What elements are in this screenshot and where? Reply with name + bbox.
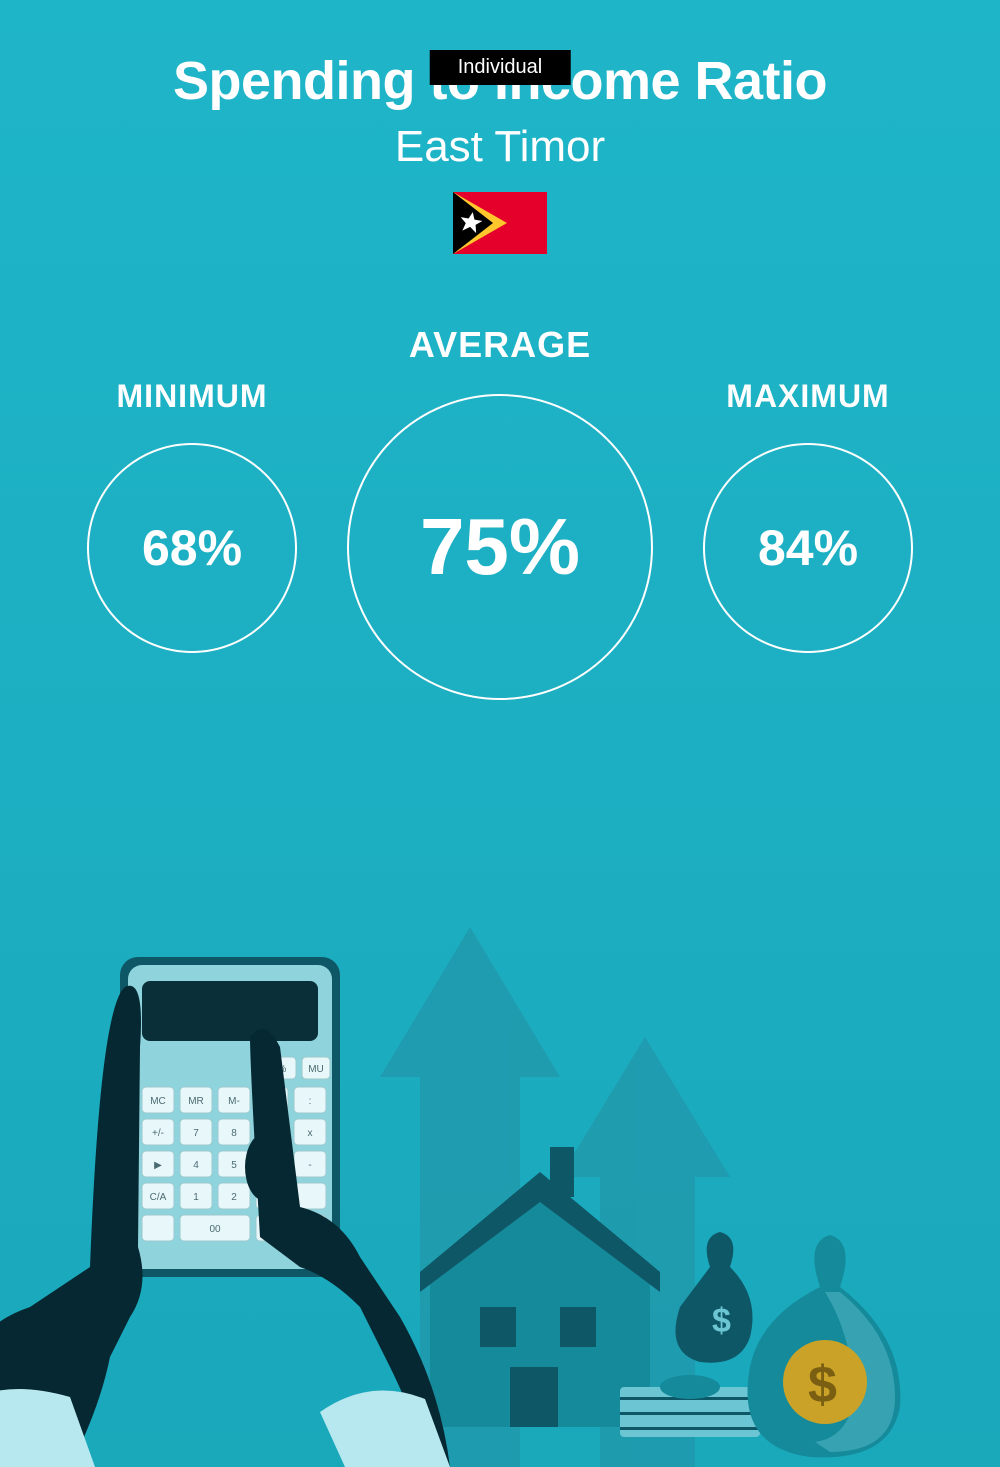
stats-row: MINIMUM 68% AVERAGE 75% MAXIMUM 84% (0, 324, 1000, 700)
svg-text:MU: MU (308, 1064, 324, 1075)
svg-text:MC: MC (150, 1096, 166, 1107)
svg-text:4: 4 (193, 1160, 199, 1171)
svg-text:$: $ (808, 1356, 837, 1414)
svg-text:3: 3 (269, 1192, 275, 1203)
svg-text:M+: M+ (265, 1096, 279, 1107)
svg-text:1: 1 (193, 1192, 199, 1203)
category-badge: Individual (430, 50, 571, 85)
svg-text:2: 2 (231, 1192, 237, 1203)
svg-text:M-: M- (228, 1096, 240, 1107)
svg-text:▶: ▶ (154, 1160, 162, 1171)
stat-average-value: 75% (347, 394, 653, 700)
stat-maximum-value: 84% (703, 443, 913, 653)
svg-text:00: 00 (209, 1224, 221, 1235)
stat-average: AVERAGE 75% (347, 324, 653, 700)
country-name: East Timor (0, 122, 1000, 172)
svg-text::: : (309, 1096, 312, 1107)
stat-maximum: MAXIMUM 84% (703, 324, 913, 653)
svg-text:-: - (308, 1160, 311, 1171)
stat-average-label: AVERAGE (409, 324, 591, 366)
stat-minimum: MINIMUM 68% (87, 324, 297, 653)
svg-text:x: x (308, 1128, 313, 1139)
svg-text:7: 7 (193, 1128, 199, 1139)
svg-text:+/-: +/- (152, 1128, 164, 1139)
svg-text:%: % (278, 1064, 287, 1075)
svg-text:$: $ (712, 1302, 731, 1340)
svg-text:MR: MR (188, 1096, 204, 1107)
finance-illustration: $ $ (0, 867, 1000, 1467)
svg-text:9: 9 (269, 1128, 275, 1139)
stat-maximum-label: MAXIMUM (726, 378, 889, 415)
country-flag-icon (453, 192, 547, 254)
stat-minimum-label: MINIMUM (117, 378, 268, 415)
stat-minimum-value: 68% (87, 443, 297, 653)
svg-text:5: 5 (231, 1160, 237, 1171)
svg-text:8: 8 (231, 1128, 237, 1139)
svg-text:6: 6 (269, 1160, 275, 1171)
svg-text:C/A: C/A (150, 1192, 167, 1203)
